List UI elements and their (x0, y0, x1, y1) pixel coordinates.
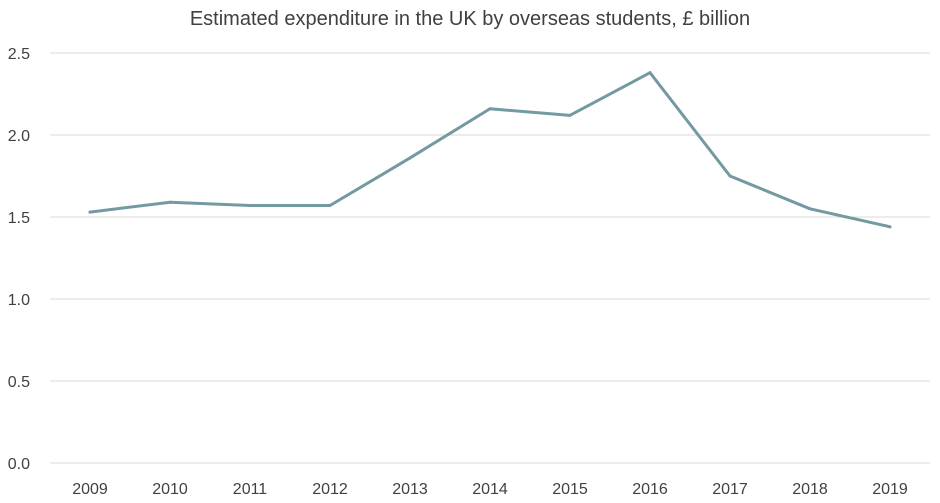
x-tick-label: 2018 (792, 481, 828, 498)
data-point-2009 (88, 210, 92, 214)
y-tick-label: 2.0 (8, 128, 30, 145)
y-tick-label: 0.5 (8, 374, 30, 391)
x-tick-label: 2012 (312, 481, 348, 498)
data-point-2017 (728, 174, 732, 178)
data-point-2019 (888, 225, 892, 229)
y-tick-label: 0.0 (8, 456, 30, 473)
x-tick-label: 2014 (472, 481, 508, 498)
y-tick-label: 1.0 (8, 292, 30, 309)
x-tick-label: 2010 (152, 481, 188, 498)
series-layer (88, 71, 892, 229)
x-axis-ticks: 2009 2010 2011 2012 2013 2014 2015 2016 2017 2018… (72, 481, 908, 498)
y-tick-label: 2.5 (8, 46, 30, 63)
x-tick-label: 2009 (72, 481, 108, 498)
data-point-2010 (168, 200, 172, 204)
data-point-2016 (648, 71, 652, 75)
y-axis-ticks: 0.0 0.5 1.0 1.5 2.0 2.5 (8, 46, 30, 473)
x-tick-label: 2017 (712, 481, 748, 498)
data-point-2014 (488, 107, 492, 111)
data-point-2011 (248, 204, 252, 208)
chart-title: Estimated expenditure in the UK by overs… (189, 8, 751, 30)
x-tick-label: 2015 (552, 481, 588, 498)
y-tick-label: 1.5 (8, 210, 30, 227)
x-tick-label: 2011 (233, 481, 268, 498)
data-point-2015 (568, 113, 572, 117)
series-line (88, 71, 892, 229)
data-point-2013 (408, 156, 412, 160)
data-point-2018 (808, 207, 812, 211)
x-tick-label: 2016 (632, 481, 668, 498)
x-tick-label: 2019 (872, 481, 908, 498)
data-point-2012 (328, 204, 332, 208)
gridlines (50, 52, 930, 464)
x-tick-label: 2013 (392, 481, 428, 498)
